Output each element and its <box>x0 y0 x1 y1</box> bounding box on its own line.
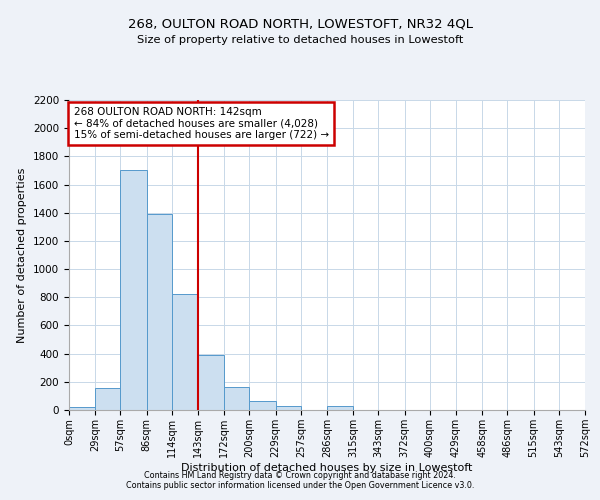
Bar <box>250 401 275 410</box>
Bar <box>121 170 146 410</box>
Text: 268, OULTON ROAD NORTH, LOWESTOFT, NR32 4QL: 268, OULTON ROAD NORTH, LOWESTOFT, NR32 … <box>128 18 473 30</box>
Bar <box>224 387 250 410</box>
Text: 268 OULTON ROAD NORTH: 142sqm
← 84% of detached houses are smaller (4,028)
15% o: 268 OULTON ROAD NORTH: 142sqm ← 84% of d… <box>74 107 329 140</box>
Bar <box>327 406 353 410</box>
Text: Size of property relative to detached houses in Lowestoft: Size of property relative to detached ho… <box>137 35 463 45</box>
Bar <box>198 355 224 410</box>
Bar <box>275 406 301 410</box>
Y-axis label: Number of detached properties: Number of detached properties <box>17 168 28 342</box>
Bar <box>172 294 198 410</box>
X-axis label: Distribution of detached houses by size in Lowestoft: Distribution of detached houses by size … <box>181 462 473 472</box>
Bar <box>146 214 172 410</box>
Bar <box>95 388 121 410</box>
Text: Contains HM Land Registry data © Crown copyright and database right 2024.: Contains HM Land Registry data © Crown c… <box>144 471 456 480</box>
Text: Contains public sector information licensed under the Open Government Licence v3: Contains public sector information licen… <box>126 481 474 490</box>
Bar <box>69 407 95 410</box>
